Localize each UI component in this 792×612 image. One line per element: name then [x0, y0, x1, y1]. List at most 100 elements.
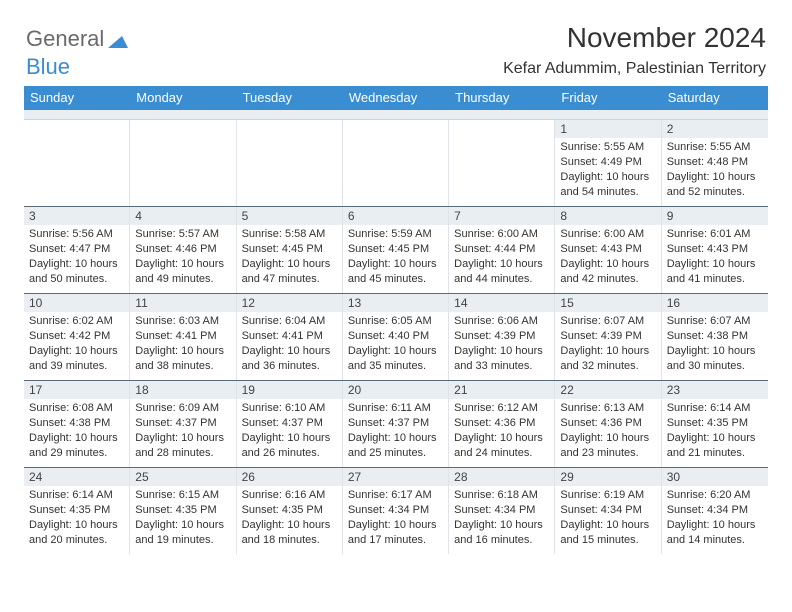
- sunrise-text: Sunrise: 6:06 AM: [454, 314, 549, 329]
- day-info: Sunrise: 6:08 AMSunset: 4:38 PMDaylight:…: [29, 401, 124, 460]
- calendar-cell: 20Sunrise: 6:11 AMSunset: 4:37 PMDayligh…: [343, 381, 449, 467]
- page-title: November 2024: [567, 22, 766, 54]
- sunrise-text: Sunrise: 6:14 AM: [667, 401, 763, 416]
- day-number: 11: [130, 294, 235, 312]
- sunset-text: Sunset: 4:40 PM: [348, 329, 443, 344]
- calendar-cell: 10 Sunrise: 6:02 AMSunset: 4:42 PMDayligh…: [24, 294, 130, 380]
- day-number: 7: [449, 207, 554, 225]
- daylight-text: Daylight: 10 hours and 21 minutes.: [667, 431, 763, 461]
- day-number: 2: [662, 120, 768, 138]
- brand-triangle-icon: [108, 28, 128, 54]
- day-number: 26: [237, 468, 342, 486]
- day-info: Sunrise: 6:18 AMSunset: 4:34 PMDaylight:…: [454, 488, 549, 547]
- calendar: SundayMondayTuesdayWednesdayThursdayFrid…: [24, 86, 768, 554]
- calendar-week: 1Sunrise: 5:55 AMSunset: 4:49 PMDaylight…: [24, 120, 768, 207]
- calendar-cell: 30 Sunrise: 6:20 AMSunset: 4:34 PMDayligh…: [662, 468, 768, 554]
- sunset-text: Sunset: 4:41 PM: [135, 329, 230, 344]
- day-number: 28: [449, 468, 554, 486]
- daylight-text: Daylight: 10 hours and 20 minutes.: [29, 518, 124, 548]
- brand-part2: Blue: [26, 54, 70, 79]
- day-info: Sunrise: 6:17 AMSunset: 4:34 PMDaylight:…: [348, 488, 443, 547]
- sunset-text: Sunset: 4:34 PM: [454, 503, 549, 518]
- daylight-text: Daylight: 10 hours and 39 minutes.: [29, 344, 124, 374]
- day-number: 29: [555, 468, 660, 486]
- sunrise-text: Sunrise: 5:55 AM: [667, 140, 763, 155]
- calendar-cell: 11Sunrise: 6:03 AMSunset: 4:41 PMDayligh…: [130, 294, 236, 380]
- daylight-text: Daylight: 10 hours and 52 minutes.: [667, 170, 763, 200]
- sunrise-text: Sunrise: 6:19 AM: [560, 488, 655, 503]
- day-number: 15: [555, 294, 660, 312]
- calendar-spacer: [24, 110, 768, 120]
- day-info: Sunrise: 5:56 AMSunset: 4:47 PMDaylight:…: [29, 227, 124, 286]
- sunset-text: Sunset: 4:35 PM: [242, 503, 337, 518]
- calendar-cell: [237, 120, 343, 206]
- sunset-text: Sunset: 4:43 PM: [560, 242, 655, 257]
- sunset-text: Sunset: 4:44 PM: [454, 242, 549, 257]
- day-info: Sunrise: 6:14 AMSunset: 4:35 PMDaylight:…: [667, 401, 763, 460]
- daylight-text: Daylight: 10 hours and 33 minutes.: [454, 344, 549, 374]
- sunset-text: Sunset: 4:37 PM: [135, 416, 230, 431]
- daylight-text: Daylight: 10 hours and 23 minutes.: [560, 431, 655, 461]
- day-info: Sunrise: 6:05 AMSunset: 4:40 PMDaylight:…: [348, 314, 443, 373]
- calendar-cell: 21Sunrise: 6:12 AMSunset: 4:36 PMDayligh…: [449, 381, 555, 467]
- sunrise-text: Sunrise: 6:18 AM: [454, 488, 549, 503]
- sunrise-text: Sunrise: 6:10 AM: [242, 401, 337, 416]
- sunset-text: Sunset: 4:45 PM: [348, 242, 443, 257]
- day-number: 6: [343, 207, 448, 225]
- sunrise-text: Sunrise: 5:57 AM: [135, 227, 230, 242]
- day-info: Sunrise: 6:11 AMSunset: 4:37 PMDaylight:…: [348, 401, 443, 460]
- calendar-cell: [343, 120, 449, 206]
- location-subtitle: Kefar Adummim, Palestinian Territory: [503, 60, 766, 78]
- calendar-cell: 9Sunrise: 6:01 AMSunset: 4:43 PMDaylight…: [662, 207, 768, 293]
- calendar-cell: 27Sunrise: 6:17 AMSunset: 4:34 PMDayligh…: [343, 468, 449, 554]
- day-info: Sunrise: 6:07 AMSunset: 4:39 PMDaylight:…: [560, 314, 655, 373]
- sunset-text: Sunset: 4:34 PM: [560, 503, 655, 518]
- sunset-text: Sunset: 4:35 PM: [135, 503, 230, 518]
- day-info: Sunrise: 6:15 AMSunset: 4:35 PMDaylight:…: [135, 488, 230, 547]
- day-number: 10: [24, 294, 129, 312]
- calendar-header-thursday: Thursday: [449, 86, 555, 110]
- calendar-cell: 5Sunrise: 5:58 AMSunset: 4:45 PMDaylight…: [237, 207, 343, 293]
- sunset-text: Sunset: 4:38 PM: [667, 329, 763, 344]
- day-info: Sunrise: 6:20 AMSunset: 4:34 PMDaylight:…: [667, 488, 763, 547]
- day-number: 14: [449, 294, 554, 312]
- day-number: 30: [662, 468, 768, 486]
- calendar-week: 24Sunrise: 6:14 AMSunset: 4:35 PMDayligh…: [24, 468, 768, 554]
- sunset-text: Sunset: 4:36 PM: [454, 416, 549, 431]
- calendar-cell: [130, 120, 236, 206]
- calendar-cell: 16Sunrise: 6:07 AMSunset: 4:38 PMDayligh…: [662, 294, 768, 380]
- day-info: Sunrise: 6:16 AMSunset: 4:35 PMDaylight:…: [242, 488, 337, 547]
- daylight-text: Daylight: 10 hours and 17 minutes.: [348, 518, 443, 548]
- sunset-text: Sunset: 4:35 PM: [667, 416, 763, 431]
- sunset-text: Sunset: 4:49 PM: [560, 155, 655, 170]
- sunrise-text: Sunrise: 6:05 AM: [348, 314, 443, 329]
- calendar-header-tuesday: Tuesday: [237, 86, 343, 110]
- sunset-text: Sunset: 4:47 PM: [29, 242, 124, 257]
- day-info: Sunrise: 5:55 AMSunset: 4:48 PMDaylight:…: [667, 140, 763, 199]
- sunrise-text: Sunrise: 5:56 AM: [29, 227, 124, 242]
- sunrise-text: Sunrise: 6:07 AM: [667, 314, 763, 329]
- day-number: 18: [130, 381, 235, 399]
- calendar-cell: 25 Sunrise: 6:15 AMSunset: 4:35 PMDayligh…: [130, 468, 236, 554]
- calendar-cell: 29Sunrise: 6:19 AMSunset: 4:34 PMDayligh…: [555, 468, 661, 554]
- calendar-cell: 19Sunrise: 6:10 AMSunset: 4:37 PMDayligh…: [237, 381, 343, 467]
- daylight-text: Daylight: 10 hours and 42 minutes.: [560, 257, 655, 287]
- day-number: 13: [343, 294, 448, 312]
- sunrise-text: Sunrise: 6:09 AM: [135, 401, 230, 416]
- day-info: Sunrise: 5:58 AMSunset: 4:45 PMDaylight:…: [242, 227, 337, 286]
- sunrise-text: Sunrise: 6:14 AM: [29, 488, 124, 503]
- calendar-cell: 13 Sunrise: 6:05 AMSunset: 4:40 PMDayligh…: [343, 294, 449, 380]
- sunrise-text: Sunrise: 6:04 AM: [242, 314, 337, 329]
- calendar-week: 17Sunrise: 6:08 AMSunset: 4:38 PMDayligh…: [24, 381, 768, 468]
- sunset-text: Sunset: 4:42 PM: [29, 329, 124, 344]
- day-number: 25: [130, 468, 235, 486]
- calendar-cell: 26 Sunrise: 6:16 AMSunset: 4:35 PMDayligh…: [237, 468, 343, 554]
- calendar-header-friday: Friday: [555, 86, 661, 110]
- calendar-cell: 24Sunrise: 6:14 AMSunset: 4:35 PMDayligh…: [24, 468, 130, 554]
- calendar-weeks: 1Sunrise: 5:55 AMSunset: 4:49 PMDaylight…: [24, 120, 768, 554]
- sunrise-text: Sunrise: 6:02 AM: [29, 314, 124, 329]
- sunset-text: Sunset: 4:37 PM: [242, 416, 337, 431]
- daylight-text: Daylight: 10 hours and 35 minutes.: [348, 344, 443, 374]
- daylight-text: Daylight: 10 hours and 41 minutes.: [667, 257, 763, 287]
- calendar-header-saturday: Saturday: [662, 86, 768, 110]
